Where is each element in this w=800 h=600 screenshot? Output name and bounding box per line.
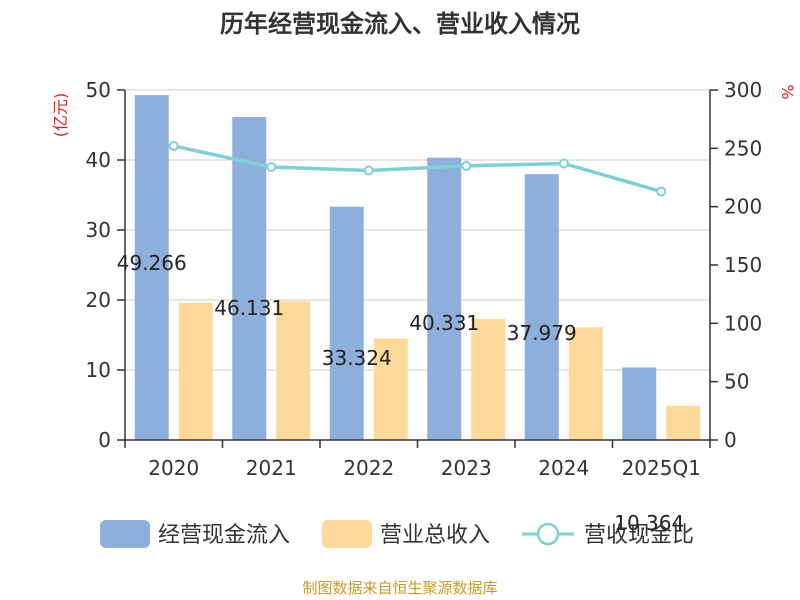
bar-cash-inflow	[622, 367, 657, 440]
bar-cash-inflow	[232, 117, 267, 440]
right-tick-label: 0	[724, 428, 737, 452]
data-labels: 49.266 46.131 33.324 40.331 37.979 10.364	[117, 251, 684, 535]
chart-title: 历年经营现金流入、营业收入情况	[220, 10, 580, 38]
bars	[134, 95, 701, 441]
ratio-point	[266, 162, 277, 172]
bar-revenue	[373, 338, 408, 440]
bar-revenue	[471, 318, 506, 440]
legend-swatch-cash-inflow	[100, 520, 150, 548]
grid-lines	[125, 89, 710, 371]
source-note: 制图数据来自恒生聚源数据库	[302, 579, 497, 597]
ratio-point	[461, 160, 472, 171]
data-label-cash-inflow: 40.331	[409, 311, 479, 335]
left-tick-label: 20	[86, 288, 111, 312]
right-tick-label: 250	[724, 136, 762, 160]
legend-label-cash-inflow: 经营现金流入	[158, 523, 290, 548]
right-tick-label: 300	[724, 78, 762, 102]
legend-marker-ratio	[536, 522, 560, 546]
data-label-cash-inflow: 33.324	[322, 346, 392, 370]
left-tick-label: 30	[86, 218, 111, 242]
ratio-point	[558, 158, 569, 169]
legend: 经营现金流入 营业总收入 营收现金比	[100, 520, 694, 548]
legend-label-revenue: 营业总收入	[380, 523, 490, 548]
bar-cash-inflow	[134, 95, 169, 440]
x-tick-label: 2022	[343, 456, 394, 480]
bar-cash-inflow	[524, 174, 559, 440]
ratio-point	[168, 141, 179, 151]
bar-revenue	[276, 301, 311, 440]
legend-label-ratio: 营收现金比	[584, 523, 694, 548]
ratio-line-path	[173, 144, 662, 194]
x-tick-label: 2021	[246, 456, 297, 480]
right-axis-unit: %	[778, 84, 797, 99]
bar-revenue	[666, 405, 701, 440]
ratio-point	[656, 186, 667, 197]
bar-cash-inflow	[329, 206, 364, 440]
ratio-point	[363, 165, 374, 176]
left-tick-label: 10	[86, 358, 111, 382]
bar-cash-inflow	[427, 157, 462, 441]
right-tick-label: 200	[724, 195, 762, 219]
bar-revenue	[178, 302, 213, 440]
left-tick-label: 50	[86, 78, 111, 102]
left-tick-label: 0	[98, 428, 111, 452]
x-tick-label: 2025Q1	[622, 456, 701, 480]
data-label-cash-inflow: 46.131	[214, 296, 284, 320]
x-tick-label: 2020	[148, 456, 199, 480]
legend-swatch-revenue	[322, 520, 372, 548]
data-label-cash-inflow: 10.364	[614, 511, 684, 535]
data-label-cash-inflow: 37.979	[507, 321, 577, 345]
left-tick-label: 40	[86, 148, 111, 172]
x-tick-label: 2023	[441, 456, 492, 480]
bar-revenue	[568, 327, 603, 440]
right-tick-label: 50	[724, 370, 749, 394]
x-tick-label: 2024	[538, 456, 589, 480]
right-tick-label: 100	[724, 311, 762, 335]
right-tick-label: 150	[724, 253, 762, 277]
axes: 0 10 20 30 40 50 0 50 100 150 200 250 300 2020 2021 202…	[86, 78, 763, 480]
data-label-cash-inflow: 49.266	[117, 251, 187, 275]
left-axis-unit: (亿元)	[51, 93, 70, 138]
ratio-line	[168, 141, 667, 197]
